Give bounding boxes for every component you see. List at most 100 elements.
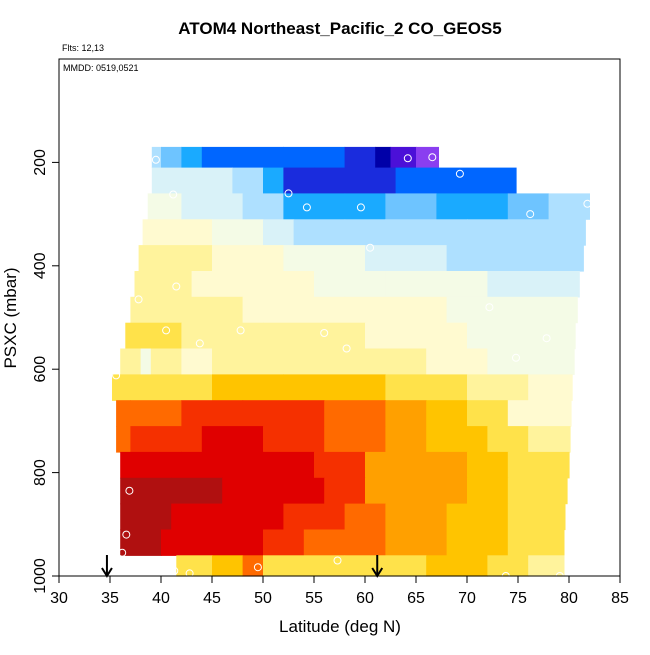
heatmap-cell-11-5 — [385, 426, 427, 453]
heatmap-cell-0-7 — [390, 146, 417, 169]
heatmap-cell-16-7 — [528, 555, 565, 577]
heatmap-cell-14-3 — [283, 503, 346, 531]
heatmap-cell-6-1 — [242, 296, 346, 324]
heatmap-cell-5-3 — [385, 271, 488, 298]
heatmap-cell-11-4 — [324, 426, 386, 453]
heatmap-cell-3-3 — [293, 219, 346, 246]
heatmap-cell-0-8 — [416, 146, 439, 169]
obs-point-26 — [185, 569, 194, 578]
dates-annotation: MMDD: 0519,0521 — [63, 63, 139, 73]
obs-point-25 — [170, 566, 179, 575]
obs-point-10 — [366, 243, 375, 252]
heatmap-cell-14-2 — [222, 503, 284, 531]
heatmap-cell-10-0 — [116, 400, 131, 427]
obs-point-1 — [428, 153, 437, 162]
y-tick-label-1: 400 — [32, 252, 49, 279]
heatmap-cell-1-5 — [395, 167, 517, 195]
heatmap-cell-4-1 — [212, 245, 284, 272]
plot-frame — [58, 58, 621, 577]
latitude-arrow-0 — [101, 555, 113, 578]
heatmap-cell-6-0 — [130, 296, 244, 324]
x-tick-label-5: 55 — [305, 590, 323, 607]
heatmap-cell-9-3 — [385, 374, 468, 401]
heatmap-cell-12-0 — [120, 451, 131, 479]
y-tick-label-2: 600 — [32, 356, 49, 383]
heatmap-cell-0-6 — [375, 146, 392, 169]
heatmap-cell-11-8 — [528, 426, 571, 453]
heatmap-cell-5-1 — [191, 271, 315, 298]
heatmap-cell-2-7 — [507, 193, 550, 220]
heatmap-cell-12-5 — [365, 451, 407, 479]
heatmap-cell-3-5 — [385, 219, 468, 246]
obs-point-11 — [172, 282, 181, 291]
heatmap-cell-12-6 — [405, 451, 468, 479]
heatmap-cell-15-7 — [446, 529, 509, 556]
heatmap-cell-7-3 — [365, 322, 468, 350]
heatmap-cell-4-5 — [507, 245, 584, 272]
heatmap-cell-2-2 — [242, 193, 284, 220]
heatmap-cell-13-7 — [467, 477, 509, 505]
heatmap-cell-11-0 — [116, 426, 131, 453]
heatmap-cell-0-2 — [181, 146, 203, 169]
heatmap-cell-14-4 — [344, 503, 386, 531]
heatmap-cell-1-4 — [314, 167, 397, 195]
obs-point-6 — [302, 203, 311, 212]
heatmap-cell-7-2 — [263, 322, 366, 350]
heatmap-cell-5-0 — [134, 271, 193, 298]
x-axis: 30 35 40 45 50 55 60 65 70 75 80 85 — [50, 576, 629, 607]
obs-point-19 — [542, 334, 551, 343]
obs-point-5 — [284, 189, 293, 198]
heatmap-cell-3-0 — [142, 219, 213, 246]
y-tick-label-4: 1000 — [32, 558, 49, 594]
heatmap-cell-10-7 — [467, 400, 509, 427]
obs-point-7 — [356, 203, 365, 212]
y-axis-label: PSXC (mbar) — [1, 267, 20, 368]
heatmap-cell-3-2 — [263, 219, 295, 246]
heatmap-cell-0-4 — [283, 146, 346, 169]
heatmap-cell-11-1 — [130, 426, 203, 453]
heatmap-cell-8-5 — [344, 348, 427, 375]
heatmap-layer — [112, 146, 590, 577]
heatmap-cell-2-0 — [147, 193, 182, 220]
heatmap-cell-12-2 — [181, 451, 264, 479]
x-tick-label-2: 40 — [152, 590, 170, 607]
heatmap-cell-8-4 — [212, 348, 346, 375]
heatmap-cell-16-6 — [487, 555, 529, 577]
obs-point-9 — [583, 199, 592, 208]
x-tick-label-4: 50 — [254, 590, 272, 607]
obs-point-16 — [320, 329, 329, 337]
heatmap-cell-13-3 — [263, 477, 325, 505]
heatmap-cell-2-3 — [283, 193, 346, 220]
heatmap-cell-14-0 — [120, 503, 172, 531]
heatmap-cell-2-1 — [181, 193, 244, 220]
heatmap-cell-15-5 — [344, 529, 386, 556]
x-tick-label-11: 85 — [611, 590, 629, 607]
heatmap-cell-13-1 — [171, 477, 223, 505]
heatmap-cell-12-3 — [263, 451, 315, 479]
obs-point-2 — [403, 154, 412, 163]
heatmap-cell-15-0 — [120, 529, 162, 556]
heatmap-cell-4-2 — [283, 245, 366, 272]
heatmap-cell-15-1 — [161, 529, 203, 556]
heatmap-cell-8-3 — [181, 348, 213, 375]
heatmap-cell-14-1 — [171, 503, 223, 531]
heatmap-cell-2-6 — [436, 193, 509, 220]
heatmap-cell-0-0 — [151, 146, 162, 169]
y-axis: 200 400 600 800 1000 — [32, 149, 59, 594]
obs-point-4 — [169, 190, 178, 199]
heatmap-cell-10-5 — [385, 400, 427, 427]
heatmap-cell-12-4 — [314, 451, 366, 479]
x-tick-label-7: 65 — [407, 590, 425, 607]
obs-point-22 — [125, 486, 134, 495]
heatmap-cell-4-3 — [365, 245, 448, 272]
heatmap-cell-0-5 — [344, 146, 376, 169]
heatmap-cell-5-2 — [314, 271, 386, 298]
obs-point-0 — [151, 155, 160, 164]
heatmap-cell-7-4 — [467, 322, 576, 350]
obs-point-28 — [333, 556, 342, 565]
y-tick-label-0: 200 — [32, 149, 49, 176]
heatmap-cell-9-0 — [112, 374, 213, 401]
heatmap-cell-11-2 — [201, 426, 264, 453]
